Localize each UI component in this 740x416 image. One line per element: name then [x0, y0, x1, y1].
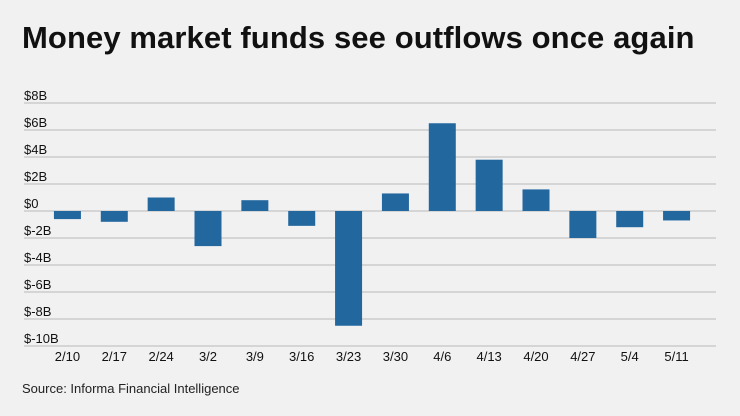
bar-2-10: [53, 211, 81, 220]
x-tick-label: 5/11: [664, 349, 688, 364]
y-axis-ticks: $8B $6B $4B $2B $0 $-2B $-4B $-6B $-8B $-10B: [24, 88, 59, 346]
bar-4-27: [569, 211, 597, 238]
y-tick-label: $-8B: [24, 304, 51, 319]
y-tick-label: $-2B: [24, 223, 51, 238]
bar-3-9: [241, 200, 269, 211]
x-axis-ticks: 2/10 2/17 2/24 3/2 3/9 3/16 3/23 3/30 4/6 4/13 4/2…: [55, 349, 689, 364]
bar-5-4: [616, 211, 644, 228]
x-tick-label: 2/17: [102, 349, 127, 364]
x-tick-label: 4/20: [523, 349, 548, 364]
x-tick-label: 3/30: [383, 349, 408, 364]
y-tick-label: $4B: [24, 142, 47, 157]
x-tick-label: 3/9: [246, 349, 264, 364]
x-tick-label: 3/23: [336, 349, 361, 364]
x-tick-label: 4/27: [570, 349, 595, 364]
y-tick-label: $8B: [24, 88, 47, 103]
bar-2-17: [100, 211, 128, 222]
x-tick-label: 2/10: [55, 349, 80, 364]
bars: [53, 123, 691, 326]
y-tick-label: $-4B: [24, 250, 51, 265]
y-tick-label: $-10B: [24, 331, 59, 346]
bar-5-11: [663, 211, 691, 221]
y-tick-label: $-6B: [24, 277, 51, 292]
source-note: Source: Informa Financial Intelligence: [22, 381, 240, 396]
x-tick-label: 3/16: [289, 349, 314, 364]
x-tick-label: 2/24: [148, 349, 173, 364]
chart-title: Money market funds see outflows once aga…: [22, 20, 695, 55]
gridlines: [24, 102, 716, 347]
bar-3-23: [335, 211, 363, 326]
x-tick-label: 3/2: [199, 349, 217, 364]
bar-3-16: [288, 211, 316, 226]
x-tick-label: 4/6: [433, 349, 451, 364]
x-tick-label: 5/4: [621, 349, 639, 364]
bar-4-20: [522, 189, 550, 211]
bar-4-6: [428, 123, 456, 211]
bar-4-13: [475, 159, 503, 211]
x-tick-label: 4/13: [476, 349, 501, 364]
y-tick-label: $2B: [24, 169, 47, 184]
y-tick-label: $0: [24, 196, 38, 211]
y-tick-label: $6B: [24, 115, 47, 130]
bar-3-30: [381, 193, 409, 211]
bar-2-24: [147, 197, 175, 211]
bar-3-2: [194, 211, 222, 247]
